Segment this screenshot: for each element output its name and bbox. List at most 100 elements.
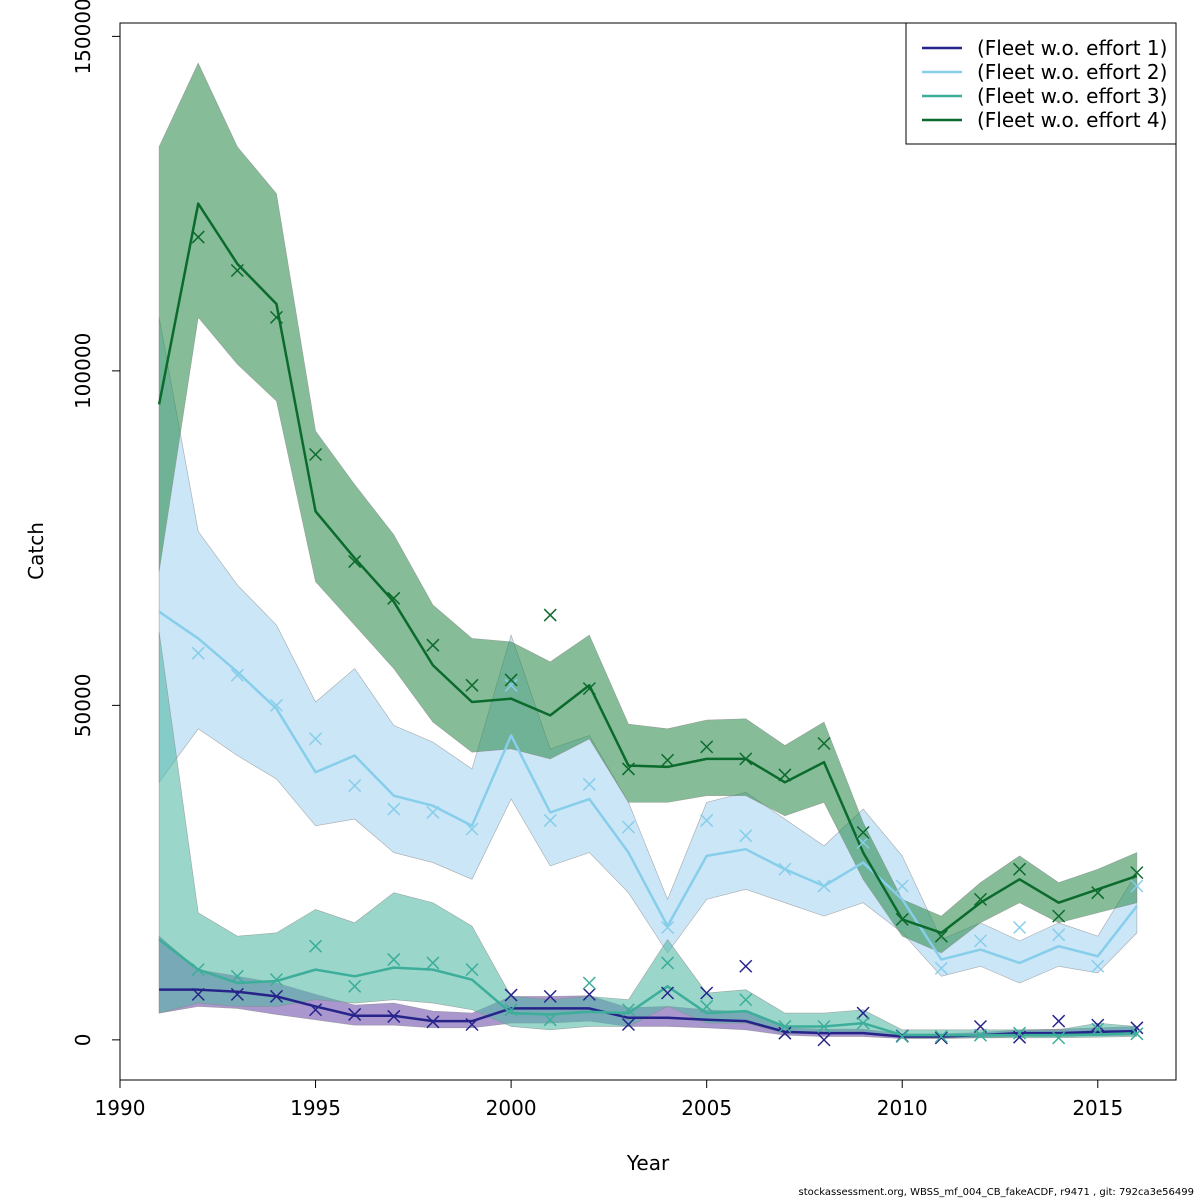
obs-point-series-2 bbox=[309, 732, 323, 746]
obs-point-series-1 bbox=[582, 987, 596, 1001]
obs-point-series-1 bbox=[1130, 1021, 1144, 1035]
obs-point-series-3 bbox=[465, 963, 479, 977]
obs-point-series-2 bbox=[778, 862, 792, 876]
obs-point-series-3 bbox=[739, 993, 753, 1007]
obs-point-series-1 bbox=[309, 1003, 323, 1017]
obs-point-series-3 bbox=[778, 1019, 792, 1034]
obs-point-series-2 bbox=[426, 805, 440, 819]
obs-point-series-4 bbox=[269, 310, 283, 324]
obs-point-series-3 bbox=[269, 973, 283, 987]
legend-label-series-3: (Fleet w.o. effort 3) bbox=[977, 84, 1167, 108]
obs-point-series-2 bbox=[387, 802, 401, 816]
y-axis: 0 50000 100000 150000 bbox=[71, 0, 121, 1046]
obs-point-series-3 bbox=[582, 976, 596, 990]
y-tick-label: 50000 bbox=[71, 674, 95, 738]
obs-point-series-2 bbox=[269, 698, 283, 712]
y-tick-label: 150000 bbox=[71, 0, 95, 75]
obs-point-series-2 bbox=[661, 920, 675, 935]
obs-point-series-3 bbox=[661, 956, 675, 970]
fitted-lines bbox=[157, 202, 1138, 1038]
obs-point-series-4 bbox=[504, 673, 518, 687]
y-axis-title: Catch bbox=[24, 522, 48, 580]
obs-point-series-4 bbox=[230, 263, 244, 278]
obs-point-series-1 bbox=[1013, 1030, 1027, 1044]
obs-point-series-3 bbox=[621, 1003, 635, 1017]
y-tick-label: 100000 bbox=[71, 333, 95, 409]
obs-point-series-2 bbox=[700, 813, 714, 827]
obs-point-series-2 bbox=[934, 961, 948, 975]
obs-point-series-4 bbox=[582, 682, 596, 696]
obs-point-series-4 bbox=[1130, 866, 1144, 880]
obs-point-series-3 bbox=[387, 953, 401, 967]
obs-point-series-4 bbox=[895, 912, 909, 926]
obs-point-series-4 bbox=[348, 555, 362, 569]
obs-point-series-1 bbox=[465, 1017, 479, 1032]
x-axis-title: Year bbox=[626, 1151, 670, 1175]
fit-line-series-4 bbox=[157, 202, 1138, 935]
obs-point-series-1 bbox=[739, 959, 753, 973]
obs-point-series-3 bbox=[1052, 1031, 1066, 1045]
obs-point-series-4 bbox=[700, 740, 714, 754]
observed-points bbox=[191, 230, 1144, 1047]
y-tick-label: 0 bbox=[71, 1033, 95, 1046]
obs-point-series-1 bbox=[817, 1033, 831, 1047]
x-tick-label: 2015 bbox=[1072, 1096, 1123, 1120]
obs-point-series-2 bbox=[1130, 879, 1144, 893]
obs-point-series-4 bbox=[1091, 886, 1105, 900]
obs-point-series-3 bbox=[504, 1003, 518, 1017]
obs-point-series-4 bbox=[465, 678, 479, 692]
obs-point-series-2 bbox=[621, 820, 635, 834]
obs-point-series-1 bbox=[621, 1017, 635, 1032]
obs-point-series-2 bbox=[1052, 928, 1066, 942]
obs-point-series-2 bbox=[1091, 959, 1105, 973]
obs-point-series-2 bbox=[191, 646, 205, 660]
obs-point-series-1 bbox=[426, 1015, 440, 1029]
obs-point-series-3 bbox=[348, 979, 362, 993]
obs-point-series-2 bbox=[582, 777, 596, 791]
x-axis: 1990 1995 2000 2005 2010 2015 bbox=[95, 1079, 1123, 1120]
band-series-3 bbox=[158, 631, 1138, 1039]
obs-point-series-1 bbox=[856, 1006, 870, 1020]
legend-label-series-1: (Fleet w.o. effort 1) bbox=[977, 36, 1167, 60]
obs-point-series-1 bbox=[661, 986, 675, 1000]
obs-point-series-1 bbox=[348, 1007, 362, 1021]
obs-point-series-1 bbox=[1091, 1018, 1105, 1032]
obs-point-series-3 bbox=[700, 999, 714, 1013]
obs-point-series-3 bbox=[1130, 1027, 1144, 1041]
obs-point-series-4 bbox=[973, 892, 987, 906]
obs-point-series-2 bbox=[856, 835, 870, 850]
legend-box bbox=[905, 22, 1177, 145]
obs-point-series-2 bbox=[543, 813, 557, 827]
obs-point-series-4 bbox=[543, 608, 557, 622]
confidence-bands bbox=[158, 62, 1138, 1039]
obs-point-series-4 bbox=[426, 638, 440, 652]
obs-point-series-3 bbox=[895, 1029, 909, 1044]
obs-point-series-3 bbox=[309, 939, 323, 953]
fit-line-series-2 bbox=[158, 610, 1138, 965]
obs-point-series-4 bbox=[191, 230, 205, 244]
fit-line-series-3 bbox=[158, 938, 1137, 1037]
obs-point-series-3 bbox=[1091, 1022, 1105, 1036]
obs-point-series-1 bbox=[1052, 1014, 1066, 1028]
obs-point-series-4 bbox=[778, 768, 792, 782]
x-tick-label: 2000 bbox=[486, 1096, 537, 1120]
obs-point-series-1 bbox=[191, 987, 205, 1001]
obs-point-series-3 bbox=[1013, 1026, 1027, 1040]
obs-point-series-3 bbox=[543, 1013, 557, 1027]
obs-point-series-4 bbox=[856, 825, 870, 840]
obs-point-series-2 bbox=[1013, 920, 1027, 935]
obs-point-series-4 bbox=[309, 447, 323, 462]
footer-caption: stockassessment.org, WBSS_mf_004_CB_fake… bbox=[798, 1187, 1194, 1198]
x-tick-label: 1995 bbox=[290, 1096, 341, 1120]
x-tick-label: 2010 bbox=[877, 1096, 928, 1120]
x-tick-label: 2005 bbox=[681, 1096, 732, 1120]
obs-point-series-3 bbox=[230, 969, 244, 983]
obs-point-series-3 bbox=[856, 1016, 870, 1030]
obs-point-series-2 bbox=[465, 822, 479, 836]
obs-point-series-3 bbox=[934, 1029, 948, 1044]
obs-point-series-4 bbox=[739, 752, 753, 766]
obs-point-series-1 bbox=[269, 989, 283, 1003]
legend-label-series-4: (Fleet w.o. effort 4) bbox=[977, 108, 1167, 132]
obs-point-series-3 bbox=[973, 1028, 987, 1042]
